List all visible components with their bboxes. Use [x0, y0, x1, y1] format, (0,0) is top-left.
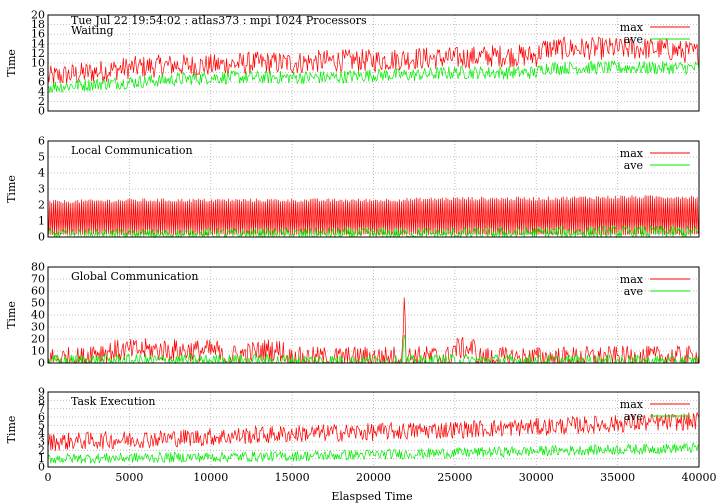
- series-ave-line: [47, 60, 700, 94]
- plot-frame: [47, 14, 700, 112]
- y-tick-label: 1: [38, 215, 45, 228]
- y-tick-label: 4: [38, 85, 45, 98]
- y-tick-label: 6: [38, 135, 45, 148]
- series-ave-line: [47, 334, 700, 365]
- series-max-line: [47, 195, 700, 236]
- y-tick-label: 9: [38, 386, 45, 399]
- y-tick-label: 2: [38, 199, 45, 212]
- legend-label-ave: ave: [624, 33, 643, 46]
- chart-header-line: Tue Jul 22 19:54:02 : atlas373 : mpi 102…: [71, 14, 367, 27]
- y-tick-label: 20: [31, 9, 45, 22]
- legend-label-max: max: [620, 147, 644, 160]
- legend-label-max: max: [620, 273, 644, 286]
- y-tick-label: 14: [31, 37, 45, 50]
- plot-frame: [47, 391, 700, 468]
- series-ave-line: [47, 441, 700, 464]
- legend-label-max: max: [620, 21, 644, 34]
- y-tick-label: 5: [38, 419, 45, 432]
- y-tick-label: 4: [38, 167, 45, 180]
- legend-label-max: max: [620, 398, 644, 411]
- y-tick-label: 7: [38, 402, 45, 415]
- y-tick-label: 8: [38, 394, 45, 407]
- y-tick-label: 0: [38, 357, 45, 370]
- legend-label-ave: ave: [624, 410, 643, 423]
- series-max-line: [47, 297, 700, 365]
- y-tick-label: 2: [38, 444, 45, 457]
- panel-title: Waiting: [71, 24, 114, 37]
- x-tick-label: 5000: [115, 471, 143, 484]
- y-axis-label: Time: [5, 175, 18, 203]
- x-tick-label: 20000: [356, 471, 391, 484]
- y-tick-label: 6: [38, 411, 45, 424]
- x-tick-label: 25000: [437, 471, 472, 484]
- panel-title: Local Communication: [71, 144, 193, 157]
- y-tick-label: 60: [31, 285, 45, 298]
- x-tick-label: 10000: [193, 471, 228, 484]
- y-axis-label: Time: [5, 416, 18, 444]
- plot-frame: [47, 266, 700, 364]
- series-max-line: [47, 35, 700, 85]
- y-tick-label: 20: [31, 333, 45, 346]
- y-tick-label: 0: [38, 231, 45, 244]
- y-tick-label: 4: [38, 427, 45, 440]
- y-tick-label: 0: [38, 105, 45, 118]
- panel-title: Task Execution: [71, 395, 155, 408]
- x-tick-label: 40000: [682, 471, 717, 484]
- y-axis-label: Time: [5, 49, 18, 77]
- y-tick-label: 2: [38, 95, 45, 108]
- x-axis-label: Elaspsed Time: [331, 490, 412, 503]
- y-tick-label: 70: [31, 273, 45, 286]
- y-tick-label: 5: [38, 151, 45, 164]
- x-tick-label: 0: [45, 471, 52, 484]
- y-tick-label: 1: [38, 452, 45, 465]
- series-ave-line: [47, 224, 700, 239]
- y-tick-label: 18: [31, 18, 45, 31]
- x-tick-label: 35000: [600, 471, 635, 484]
- x-tick-label: 15000: [275, 471, 310, 484]
- y-tick-label: 12: [31, 47, 45, 60]
- y-tick-label: 10: [31, 345, 45, 358]
- y-tick-label: 50: [31, 297, 45, 310]
- y-tick-label: 3: [38, 183, 45, 196]
- legend-label-ave: ave: [624, 285, 643, 298]
- y-tick-label: 3: [38, 436, 45, 449]
- y-axis-label: Time: [5, 301, 18, 329]
- panel-title: Global Communication: [71, 270, 199, 283]
- y-tick-label: 6: [38, 76, 45, 89]
- plot-frame: [47, 140, 700, 238]
- series-max-line: [47, 411, 700, 451]
- y-tick-label: 80: [31, 261, 45, 274]
- y-tick-label: 0: [38, 461, 45, 474]
- y-tick-label: 30: [31, 321, 45, 334]
- y-tick-label: 10: [31, 57, 45, 70]
- legend-label-ave: ave: [624, 159, 643, 172]
- y-tick-label: 8: [38, 66, 45, 79]
- y-tick-label: 40: [31, 309, 45, 322]
- y-tick-label: 16: [31, 28, 45, 41]
- x-tick-label: 30000: [519, 471, 554, 484]
